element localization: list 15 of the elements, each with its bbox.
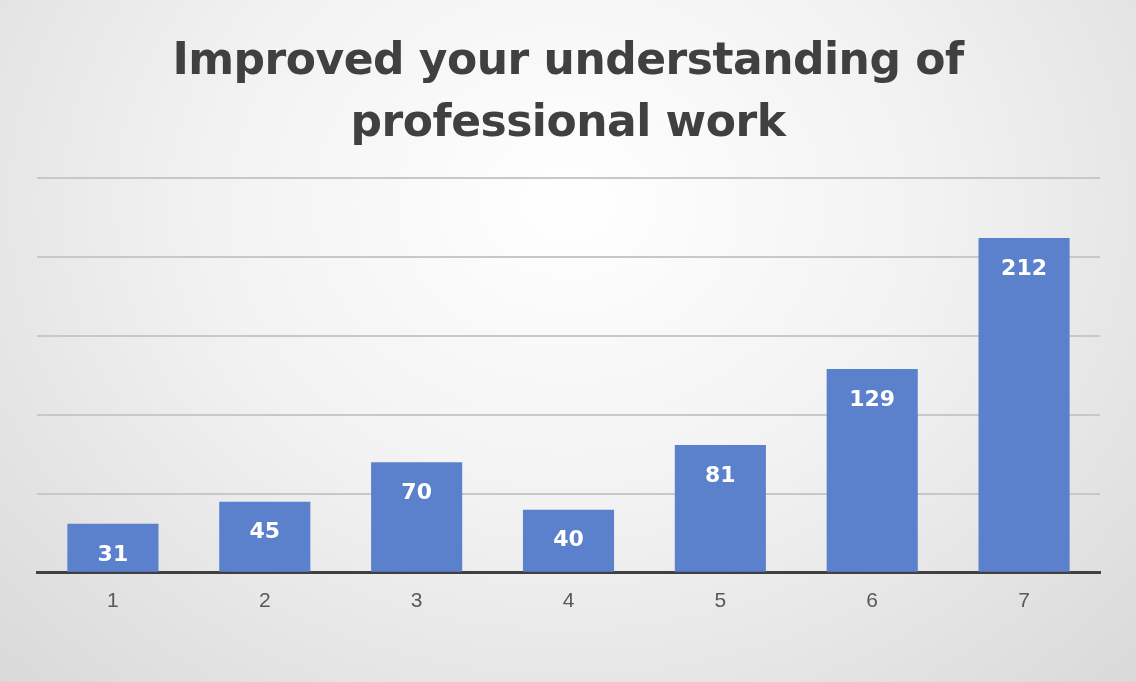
x-tick-label: 2	[258, 588, 271, 612]
data-label: 81	[705, 461, 736, 487]
x-tick-label: 3	[410, 588, 423, 612]
data-label: 31	[97, 540, 129, 566]
x-tick-label: 5	[714, 588, 727, 612]
x-tick-label: 6	[866, 588, 879, 612]
x-tick-label: 1	[107, 588, 119, 612]
data-label: 212	[1001, 254, 1048, 280]
chart-title: Improved your understanding of professional work	[171, 32, 966, 148]
x-tick-label: 4	[562, 588, 575, 612]
data-label: 129	[849, 385, 896, 411]
data-label: 70	[401, 478, 432, 504]
data-label: 45	[249, 518, 281, 544]
x-tick-label: 7	[1018, 588, 1030, 612]
data-label: 40	[553, 526, 584, 552]
